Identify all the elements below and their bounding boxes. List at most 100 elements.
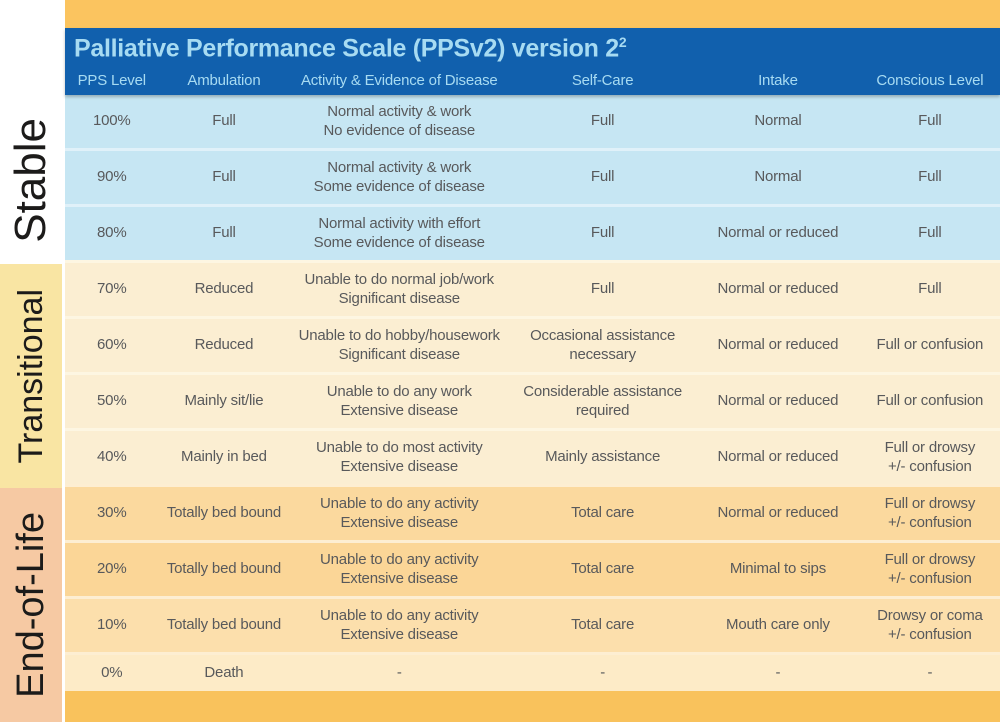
- pps-row-40: 40% Mainly in bed Unable to do most activi…: [65, 431, 1000, 485]
- top-accent-bar: [65, 0, 1000, 28]
- cell-conscious: Full: [918, 224, 942, 242]
- cell-level: 20%: [97, 560, 127, 578]
- cell-ambulation: Mainly in bed: [181, 448, 267, 466]
- pps-row-80: 80% Full Normal activity with effort Some e…: [65, 207, 1000, 261]
- cell-conscious: Full: [918, 280, 942, 298]
- cell-conscious: Full: [918, 168, 942, 186]
- cell-activity: Unable to do any work Extensive disease: [326, 383, 472, 419]
- section-label-end-of-life: End-of-Life: [10, 512, 52, 698]
- row-separator: [65, 372, 1000, 376]
- cell-activity: Unable to do any activity Extensive disea…: [320, 551, 479, 587]
- row-separator: [65, 260, 1000, 264]
- pps-row-100: 100% Full Normal activity & work No evidenc…: [65, 95, 1000, 149]
- title-footnote-marker: 2: [618, 34, 627, 50]
- cell-intake: Normal or reduced: [717, 392, 839, 410]
- cell-intake: Normal or reduced: [717, 224, 839, 242]
- cell-activity: Unable to do hobby/housework Significant …: [298, 327, 500, 363]
- cell-ambulation: Reduced: [194, 336, 254, 354]
- pps-row-60: 60% Reduced Unable to do hobby/housework Si…: [65, 319, 1000, 373]
- cell-conscious: Full or drowsy +/- confusion: [884, 551, 976, 587]
- table-body: 100% Full Normal activity & work No evidenc…: [65, 95, 1000, 692]
- cell-intake: Normal: [754, 168, 802, 186]
- cell-self-care: -: [600, 663, 605, 681]
- cell-self-care: Full: [590, 168, 615, 186]
- cell-conscious: Full or drowsy +/- confusion: [884, 495, 976, 531]
- row-separator: [65, 204, 1000, 208]
- cell-activity: Normal activity & work Some evidence of d…: [313, 159, 485, 195]
- column-header-intake: Intake: [758, 71, 798, 89]
- section-label-gutter: Stable Transitional End-of-Life: [0, 0, 65, 722]
- cell-level: 50%: [97, 392, 127, 410]
- cell-conscious: Full or confusion: [876, 336, 984, 354]
- pps-row-20: 20% Totally bed bound Unable to do any act…: [65, 543, 1000, 597]
- section-strip-transitional: Transitional: [0, 264, 62, 488]
- cell-intake: Normal or reduced: [717, 448, 839, 466]
- column-header-ambulation: Ambulation: [187, 71, 261, 89]
- cell-ambulation: Full: [212, 224, 236, 242]
- pps-table: Palliative Performance Scale (PPSv2) ver…: [65, 0, 1000, 722]
- cell-conscious: -: [927, 663, 933, 681]
- cell-ambulation: Death: [204, 663, 244, 681]
- cell-activity: Unable to do most activity Extensive dise…: [315, 439, 483, 475]
- section-label-transitional: Transitional: [12, 288, 50, 464]
- cell-self-care: Occasional assistance necessary: [530, 327, 676, 363]
- cell-activity: Unable to do any activity Extensive disea…: [320, 495, 479, 531]
- cell-self-care: Mainly assistance: [545, 448, 661, 466]
- section-label-stable: Stable: [6, 117, 55, 243]
- pps-row-90: 90% Full Normal activity & work Some eviden…: [65, 151, 1000, 205]
- pps-row-70: 70% Reduced Unable to do normal job/work Si…: [65, 263, 1000, 317]
- cell-level: 60%: [97, 336, 127, 354]
- cell-self-care: Full: [590, 280, 615, 298]
- column-header-activity-evidence-of-disease: Activity & Evidence of Disease: [300, 71, 498, 89]
- table-header: Palliative Performance Scale (PPSv2) ver…: [65, 28, 1000, 96]
- section-strip-stable: Stable: [0, 0, 62, 264]
- pps-row-10: 10% Totally bed bound Unable to do any act…: [65, 599, 1000, 653]
- cell-self-care: Total care: [571, 504, 635, 522]
- column-header-conscious-level: Conscious Level: [876, 71, 984, 89]
- cell-level: 100%: [92, 112, 131, 130]
- cell-level: 90%: [97, 168, 127, 186]
- cell-ambulation: Totally bed bound: [166, 560, 282, 578]
- cell-conscious: Full: [918, 112, 942, 130]
- cell-self-care: Considerable assistance required: [523, 383, 683, 419]
- cell-level: 40%: [97, 448, 127, 466]
- row-separator: [65, 148, 1000, 152]
- cell-self-care: Total care: [571, 616, 635, 634]
- cell-intake: Normal or reduced: [717, 504, 839, 522]
- row-separator: [65, 484, 1000, 488]
- cell-conscious: Full or drowsy +/- confusion: [884, 439, 976, 475]
- cell-self-care: Full: [590, 112, 615, 130]
- cell-ambulation: Full: [212, 112, 236, 130]
- column-header-pps-level: PPS Level: [77, 71, 146, 89]
- cell-level: 10%: [97, 616, 127, 634]
- bottom-accent-bar: [65, 691, 1000, 722]
- cell-ambulation: Full: [212, 168, 236, 186]
- column-header-self-care: Self-Care: [571, 71, 634, 89]
- column-header-row: PPS Level Ambulation Activity & Evidence o…: [65, 65, 1000, 95]
- cell-level: 80%: [97, 224, 127, 242]
- cell-intake: Minimal to sips: [729, 560, 827, 578]
- cell-level: 70%: [97, 280, 127, 298]
- cell-level: 0%: [101, 663, 123, 681]
- row-separator: [65, 652, 1000, 656]
- cell-activity: Unable to do normal job/work Significant …: [304, 271, 494, 307]
- cell-intake: Normal: [754, 112, 802, 130]
- pps-row-0: 0% Death - - - -: [65, 655, 1000, 692]
- title-text: Palliative Performance Scale (PPSv2) ver…: [74, 34, 619, 63]
- cell-ambulation: Mainly sit/lie: [184, 392, 264, 410]
- cell-intake: Normal or reduced: [717, 280, 839, 298]
- cell-self-care: Full: [590, 224, 615, 242]
- cell-intake: Normal or reduced: [717, 336, 839, 354]
- cell-activity: Normal activity & work No evidence of dis…: [323, 103, 476, 139]
- pps-row-50: 50% Mainly sit/lie Unable to do any work Ex…: [65, 375, 1000, 429]
- cell-intake: Mouth care only: [726, 616, 830, 634]
- row-separator: [65, 596, 1000, 600]
- cell-ambulation: Reduced: [194, 280, 254, 298]
- page-title: Palliative Performance Scale (PPSv2) ver…: [65, 32, 1000, 65]
- row-separator: [65, 428, 1000, 432]
- cell-intake: -: [775, 663, 781, 681]
- cell-conscious: Drowsy or coma +/- confusion: [877, 607, 983, 643]
- row-separator: [65, 316, 1000, 320]
- cell-conscious: Full or confusion: [876, 392, 984, 410]
